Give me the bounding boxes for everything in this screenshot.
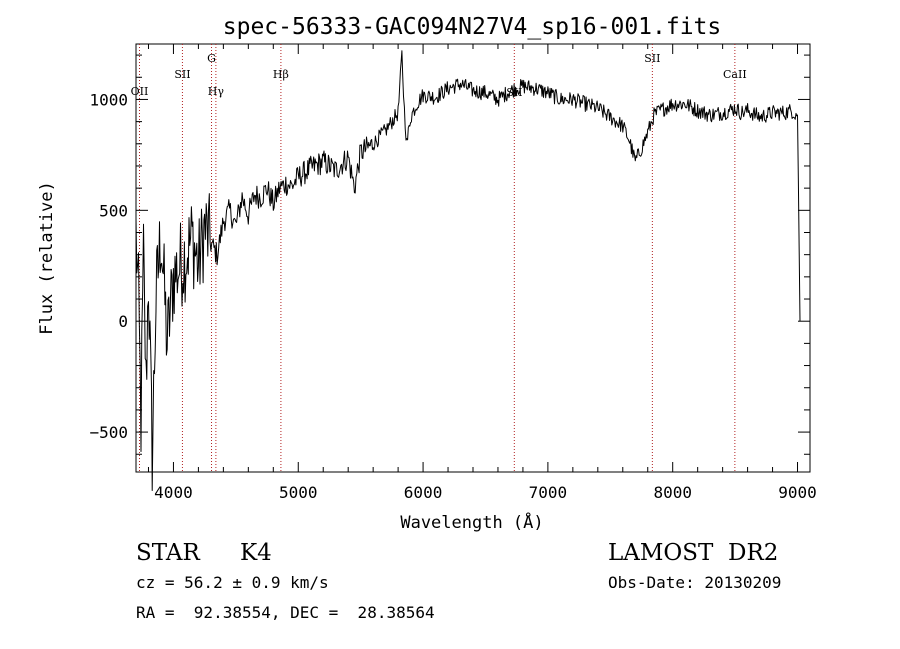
- coordinates: RA = 92.38554, DEC = 28.38564: [136, 603, 435, 622]
- x-axis: 4000 5000 6000 7000 8000 9000: [147, 44, 817, 502]
- spectrum-line: [135, 50, 801, 491]
- marker-label-0: OII: [131, 85, 149, 98]
- survey-label: LAMOST DR2: [608, 540, 779, 566]
- x-tick-label: 9000: [778, 483, 817, 502]
- y-tick-label: 500: [99, 201, 128, 220]
- marker-label-7: CaII: [723, 68, 747, 81]
- x-tick-label: 4000: [154, 483, 193, 502]
- marker-label-2: G: [207, 52, 216, 65]
- object-class: STAR: [136, 540, 200, 566]
- plot-frame: [135, 43, 811, 473]
- y-tick-label: 0: [118, 312, 128, 331]
- x-axis-label: Wavelength (Å): [400, 511, 543, 533]
- y-axis: −500 0 500 1000: [89, 54, 810, 455]
- y-tick-label: −500: [89, 423, 128, 442]
- spectrum-series: [135, 50, 801, 491]
- marker-label-1: SII: [174, 68, 190, 81]
- marker-label-4: Hβ: [273, 68, 289, 81]
- observation-date: Obs-Date: 20130209: [608, 573, 782, 592]
- marker-label-3: Hγ: [208, 85, 225, 98]
- marker-label-6: SII: [644, 52, 660, 65]
- x-tick-label: 6000: [404, 483, 443, 502]
- y-axis-label: Flux (relative): [37, 181, 57, 335]
- x-tick-label: 5000: [279, 483, 318, 502]
- chart-title: spec-56333-GAC094N27V4_sp16-001.fits: [223, 14, 722, 40]
- redshift-cz: cz = 56.2 ± 0.9 km/s: [136, 573, 329, 592]
- object-subclass: K4: [240, 540, 272, 566]
- x-tick-label: 7000: [529, 483, 568, 502]
- y-tick-label: 1000: [89, 90, 128, 109]
- x-tick-label: 8000: [653, 483, 692, 502]
